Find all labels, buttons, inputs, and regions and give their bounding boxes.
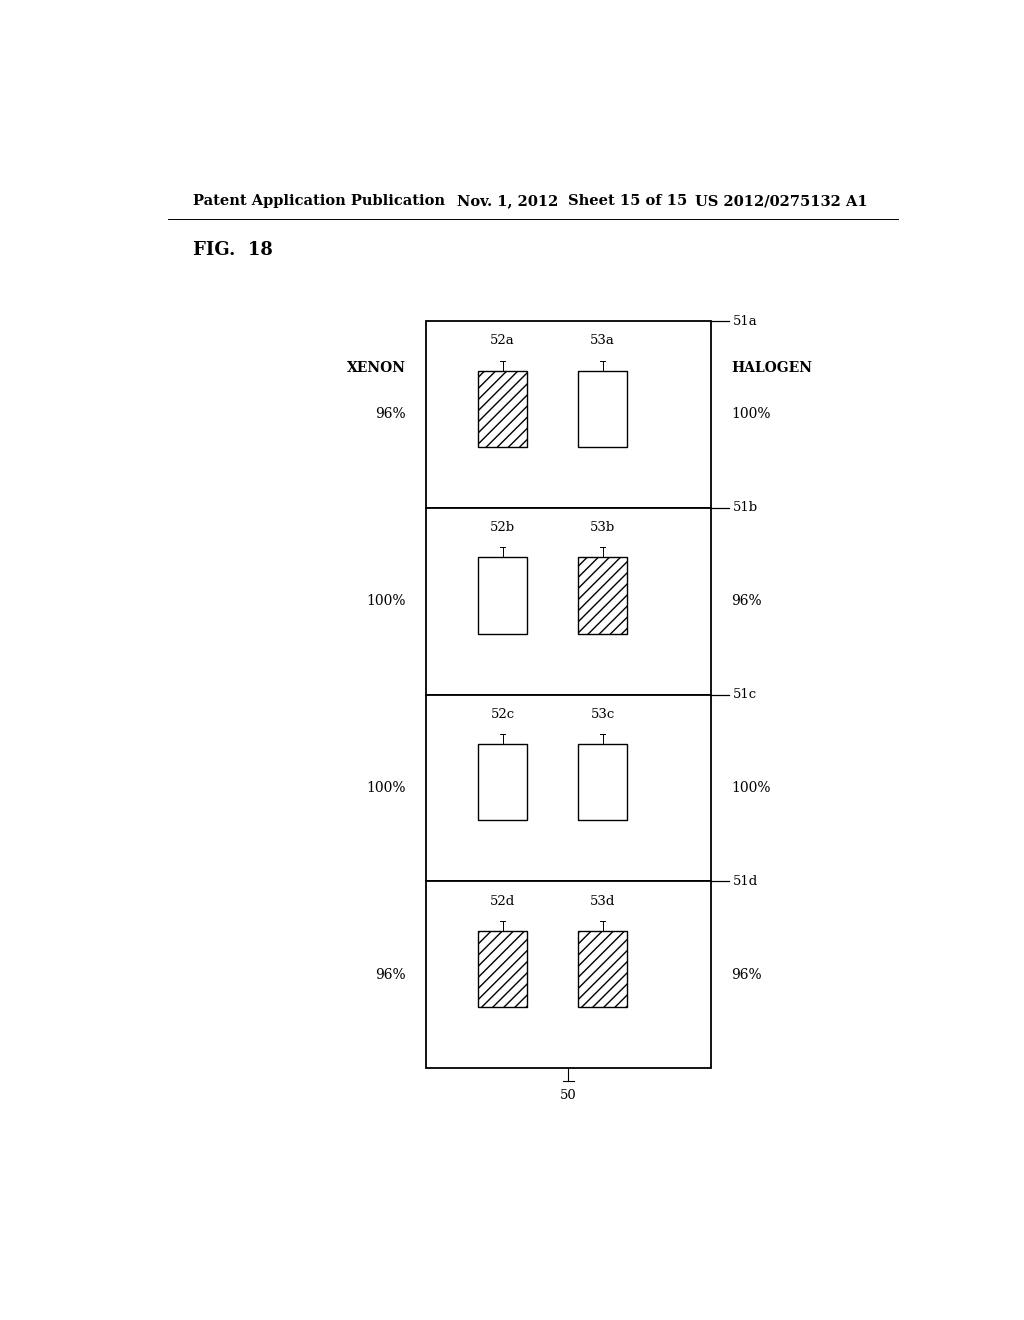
Text: 100%: 100% (367, 594, 406, 609)
Text: HALOGEN: HALOGEN (731, 360, 812, 375)
Text: 51b: 51b (733, 502, 758, 515)
Bar (426, 882, 712, 1068)
Text: 52a: 52a (490, 334, 515, 347)
Bar (426, 321, 712, 508)
Bar (478, 744, 527, 821)
Text: 53d: 53d (590, 895, 615, 908)
Text: 100%: 100% (731, 781, 771, 795)
Bar (478, 371, 527, 447)
Text: Patent Application Publication: Patent Application Publication (194, 194, 445, 209)
Text: 96%: 96% (375, 408, 406, 421)
Text: 51a: 51a (733, 314, 758, 327)
Bar (579, 931, 628, 1007)
Text: Sheet 15 of 15: Sheet 15 of 15 (568, 194, 688, 209)
Text: XENON: XENON (347, 360, 406, 375)
Bar (426, 694, 712, 882)
Text: 53b: 53b (590, 521, 615, 535)
Text: US 2012/0275132 A1: US 2012/0275132 A1 (695, 194, 868, 209)
Bar (478, 557, 527, 634)
Text: 100%: 100% (731, 408, 771, 421)
Bar (426, 508, 712, 694)
Text: 100%: 100% (367, 781, 406, 795)
Text: 52d: 52d (490, 895, 515, 908)
Text: 51d: 51d (733, 875, 758, 888)
Bar (579, 557, 628, 634)
Text: Nov. 1, 2012: Nov. 1, 2012 (458, 194, 559, 209)
Bar (478, 931, 527, 1007)
Text: 52b: 52b (490, 521, 515, 535)
Text: 96%: 96% (375, 968, 406, 982)
Text: 51c: 51c (733, 688, 757, 701)
Text: 53c: 53c (591, 708, 614, 721)
Bar (579, 371, 628, 447)
Text: FIG.  18: FIG. 18 (194, 240, 273, 259)
Text: 53a: 53a (590, 334, 615, 347)
Text: 52c: 52c (490, 708, 515, 721)
Text: 96%: 96% (731, 594, 762, 609)
Text: 96%: 96% (731, 968, 762, 982)
Bar (579, 744, 628, 821)
Text: 50: 50 (560, 1089, 577, 1102)
